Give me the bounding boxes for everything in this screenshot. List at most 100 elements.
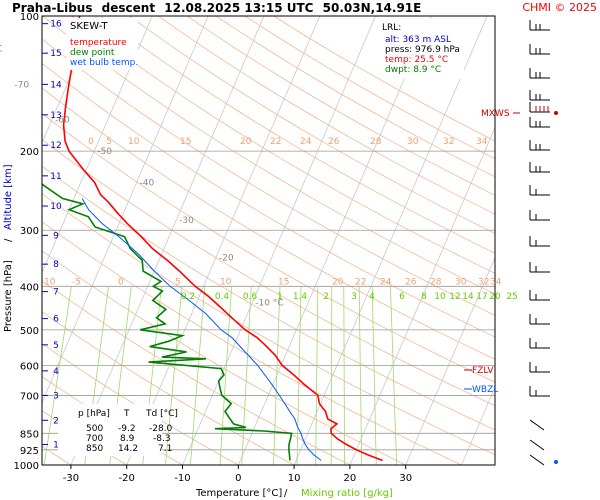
altitude-tick-label: 10 (50, 202, 62, 212)
mixing-ratio-label: 25 (506, 292, 517, 302)
pressure-tick-label: 100 (20, 12, 39, 23)
altitude-tick-label: 8 (53, 260, 59, 270)
theta-label: 34 (476, 137, 488, 147)
mixing-ratio-label: 3 (351, 292, 357, 302)
mixing-ratio-line (343, 286, 345, 465)
theta-label: 0 (88, 137, 94, 147)
datetime: 12.08.2025 13:15 UTC (164, 1, 313, 15)
mixing-ratio-line (371, 286, 377, 465)
wind-barb (529, 290, 550, 301)
y-axis-label-altitude: Altitude [km] (3, 164, 14, 230)
isotherm (42, 16, 209, 404)
x-axis-label-mixing: Mixing ratio [g/kg] (301, 488, 393, 499)
legend-box (66, 18, 138, 70)
mixing-ratio-label: 1.4 (293, 292, 308, 302)
theta-label: 28 (370, 137, 382, 147)
mixing-ratio-label: 4 (369, 292, 375, 302)
pressure-tick-label: 400 (20, 282, 39, 293)
mxws-dot (554, 111, 558, 115)
legend-dew-point: dew point (70, 48, 115, 58)
mixing-ratio-line (273, 286, 281, 465)
wind-barb (529, 210, 550, 221)
lrl-temp: temp: 25.5 °C (385, 55, 448, 65)
lrl-alt: alt: 363 m ASL (385, 35, 451, 45)
dry-adiabat (71, 16, 495, 274)
wind-barb (529, 140, 550, 151)
isotherm (70, 16, 265, 465)
wind-barb (529, 102, 550, 113)
theta-label: 15 (180, 137, 191, 147)
mixing-ratio-label: 17 (476, 292, 487, 302)
x-tick-label: 0 (235, 473, 241, 484)
dry-adiabat (42, 165, 495, 431)
table-cell: -8.3 (153, 434, 171, 444)
wind-barb (529, 68, 550, 79)
altitude-tick-label: 12 (50, 141, 61, 151)
altitude-tick-label: 6 (53, 315, 59, 325)
isotherm-label: -50 (97, 147, 112, 157)
wind-barb (529, 262, 550, 273)
altitude-tick-label: 11 (50, 172, 61, 182)
wbzl-label: WBZL (472, 385, 498, 395)
wind-barb-shaft (529, 439, 545, 451)
altitude-tick-label: 7 (53, 288, 59, 298)
theta-label: 28 (430, 277, 442, 287)
wind-barb (529, 386, 550, 397)
mixing-ratio-line (390, 286, 398, 465)
mixing-ratio-label: 8 (421, 292, 427, 302)
mixing-ratio-label: 0.6 (243, 292, 258, 302)
x-tick-label: -10 (174, 473, 190, 484)
theta-label: -5 (72, 277, 81, 287)
isotherm (126, 16, 321, 465)
credit: CHMI © 2025 (522, 1, 597, 14)
altitude-tick-label: 16 (50, 20, 62, 30)
table-cell: -28.0 (149, 424, 173, 434)
mixing-ratio-line (165, 286, 183, 465)
series-wet-bulb-temp (81, 198, 322, 461)
dry-adiabat (42, 62, 495, 338)
wind-barb (529, 236, 550, 247)
pressure-tick-label: 300 (20, 226, 39, 237)
theta-label: 10 (220, 277, 232, 287)
wind-barb (529, 338, 550, 349)
wind-barb (529, 362, 550, 373)
dry-adiabat (129, 16, 495, 234)
pressure-tick-label: 925 (20, 446, 39, 457)
isotherm (182, 16, 376, 465)
lrl-box (380, 19, 464, 79)
altitude-tick-label: 9 (53, 231, 59, 241)
wind-barb (529, 419, 545, 431)
theta-label: 5 (106, 137, 112, 147)
table-cell: 7.1 (158, 444, 172, 454)
pressure-tick-label: 200 (20, 147, 39, 158)
mixing-ratio-label: 0.4 (215, 292, 230, 302)
y-axis-separator: / (3, 238, 14, 242)
wind-barb (529, 185, 550, 196)
table-header-td: Td [°C] (145, 409, 178, 419)
mixing-ratio-label: 0.2 (181, 292, 195, 302)
mixing-ratio-label: 2 (323, 292, 329, 302)
theta-label: 24 (380, 277, 392, 287)
y-axis-title: Pressure [hPa] / Altitude [km] (3, 164, 14, 332)
dry-adiabat (42, 87, 495, 360)
theta-label: 15 (278, 277, 289, 287)
axis-layer: -80 °C-70-60-50-40-30-20-10 °C0510152022… (0, 12, 518, 484)
series-layer (42, 16, 383, 462)
pressure-tick-label: 1000 (14, 461, 39, 472)
wind-barb (529, 20, 550, 31)
mixing-ratio-label: 6 (399, 292, 405, 302)
isotherm (42, 16, 97, 144)
isotherm (405, 256, 495, 465)
isotherm-label: -20 (219, 253, 234, 263)
lrl-press: press: 976.9 hPa (385, 45, 460, 55)
isotherm-label: -70 (14, 80, 29, 90)
isotherm-label: -30 (179, 216, 194, 226)
coords: 50.03N,14.91E (323, 1, 422, 15)
isotherm-label: -40 (140, 179, 155, 189)
wind-barb (529, 314, 550, 325)
legend-title: SKEW-T (70, 21, 108, 32)
theta-label: 20 (240, 137, 252, 147)
altitude-tick-label: 4 (53, 367, 59, 377)
theta-label: 5 (175, 277, 181, 287)
dry-adiabat (157, 16, 495, 215)
